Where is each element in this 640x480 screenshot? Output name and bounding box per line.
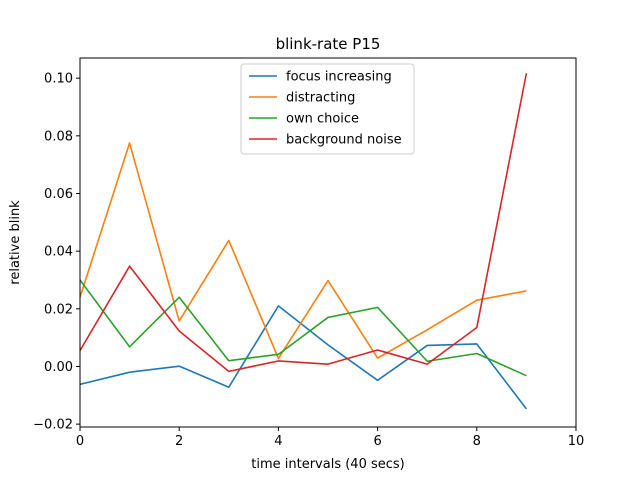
legend-label: background noise — [286, 133, 402, 148]
chart-title: blink-rate P15 — [276, 35, 381, 53]
series-line-own-choice — [79, 279, 527, 377]
x-tick-label: 4 — [274, 434, 282, 449]
series-layer — [79, 73, 528, 410]
x-axis-label: time intervals (40 secs) — [251, 457, 404, 472]
y-tick-label: 0.06 — [44, 187, 73, 202]
y-tick-label: 0.08 — [44, 129, 73, 144]
x-tick-label: 2 — [175, 434, 183, 449]
x-tick-label: 8 — [473, 434, 481, 449]
plot-frame — [79, 57, 577, 428]
legend-box — [240, 63, 415, 155]
y-tick-label: 0.04 — [44, 245, 73, 260]
y-axis-label: relative blink — [8, 200, 23, 285]
legend-label: distracting — [286, 91, 355, 106]
series-line-focus-increasing — [79, 305, 528, 410]
y-tick-label: 0.10 — [44, 72, 73, 87]
legend-label: focus increasing — [286, 70, 392, 85]
x-tick-label: 10 — [568, 434, 585, 449]
series-line-background-noise — [79, 73, 528, 373]
series-line-distracting — [79, 142, 527, 360]
legend-label: own choice — [286, 112, 359, 127]
y-tick-label: 0.02 — [44, 302, 73, 317]
x-tick-label: 0 — [76, 434, 84, 449]
x-axis: 0 2 4 6 8 10 — [76, 427, 584, 449]
x-tick-label: 6 — [373, 434, 381, 449]
y-tick-label: 0.00 — [44, 360, 73, 375]
legend: focus increasing distracting own choice bac… — [240, 63, 415, 155]
y-axis: −0.02 0.00 0.02 0.04 0.06 0.08 0.10 — [33, 72, 80, 433]
y-tick-label: −0.02 — [33, 418, 73, 433]
